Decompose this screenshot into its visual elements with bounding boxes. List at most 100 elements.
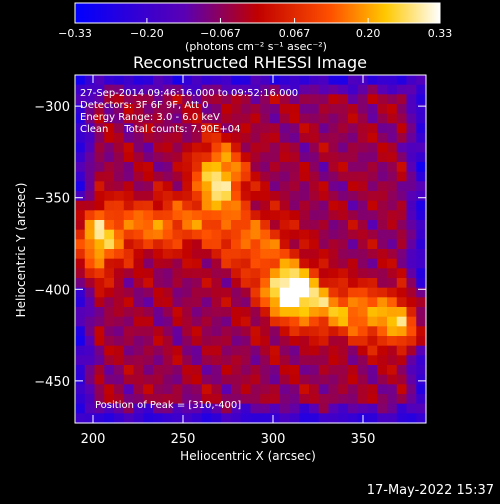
heatmap-cell [211,229,222,240]
heatmap-cell [260,278,271,289]
heatmap-cell [260,316,271,327]
heatmap-cell [387,191,398,202]
heatmap-cell [75,384,86,395]
heatmap-cell [75,336,86,347]
heatmap-cell [279,191,291,202]
heatmap-cell [162,336,174,347]
heatmap-cell [231,123,242,134]
heatmap-cell [387,75,398,86]
heatmap-cell [416,307,427,318]
heatmap-cell [377,316,388,327]
heatmap-cell [377,113,388,124]
heatmap-cell [318,200,330,211]
heatmap-cell [221,345,232,356]
heatmap-cell [192,384,203,395]
heatmap-cell [318,336,330,347]
heatmap-cell [104,104,115,115]
heatmap-cell [192,287,203,298]
heatmap-cell [162,84,174,95]
heatmap-cell [318,171,330,182]
heatmap-cell [348,278,359,289]
heatmap-cell [367,75,378,86]
heatmap-cell [338,316,349,327]
heatmap-cell [221,133,232,144]
heatmap-cell [114,220,125,231]
heatmap-cell [299,200,310,211]
heatmap-cell [133,287,144,298]
heatmap-cell [162,200,174,211]
heatmap-cell [357,268,369,279]
heatmap-cell [221,268,232,279]
heatmap-cell [250,413,261,424]
heatmap-cell [367,94,378,105]
heatmap-cell [211,326,222,337]
heatmap-cell [94,94,105,105]
heatmap-cell [162,113,174,124]
heatmap-cell [221,403,232,414]
heatmap-cell [133,336,144,347]
heatmap-cell [328,123,339,134]
heatmap-cell [211,142,222,153]
heatmap-cell [221,258,232,269]
heatmap-cell [289,75,300,86]
heatmap-cell [328,133,339,144]
heatmap-cell [377,162,388,173]
heatmap-cell [240,278,252,289]
heatmap-cell [114,316,125,327]
heatmap-cell [94,268,105,279]
heatmap-cell [221,104,232,115]
heatmap-cell [123,239,135,250]
heatmap-cell [387,403,398,414]
heatmap-cell [172,239,183,250]
heatmap-cell [211,345,222,356]
heatmap-cell [396,297,408,308]
heatmap-cell [309,191,320,202]
heatmap-cell [260,384,271,395]
heatmap-cell [270,365,281,376]
heatmap-cell [367,191,378,202]
heatmap-cell [367,287,378,298]
heatmap-cell [270,84,281,95]
heatmap-cell [182,365,193,376]
heatmap-cell [172,345,183,356]
heatmap-cell [270,278,281,289]
heatmap-cell [192,258,203,269]
heatmap-cell [75,239,86,250]
heatmap-cell [328,297,339,308]
heatmap-cell [250,133,261,144]
heatmap-cell [211,394,222,405]
heatmap-cell [260,307,271,318]
heatmap-cell [162,384,174,395]
heatmap-cell [387,200,398,211]
heatmap-cell [318,75,330,86]
heatmap-cell [143,258,154,269]
heatmap-cell [348,220,359,231]
heatmap-cell [289,152,300,163]
heatmap-cell [123,307,135,318]
annotation-block: 27-Sep-2014 09:46:16.000 to 09:52:16.000… [80,88,298,135]
heatmap-cell [211,258,222,269]
heatmap-cell [377,278,388,289]
heatmap-cell [270,287,281,298]
heatmap-cell [201,345,213,356]
heatmap-cell [133,278,144,289]
heatmap-cell [250,152,261,163]
heatmap-cell [162,191,174,202]
heatmap-cell [367,200,378,211]
colorbar-tick-label: 0.20 [356,27,381,40]
heatmap-cell [104,239,115,250]
heatmap-cell [104,75,115,86]
heatmap-cell [396,307,408,318]
heatmap-cell [133,123,144,134]
heatmap-cell [231,200,242,211]
heatmap-cell [240,239,252,250]
heatmap-cell [289,113,300,124]
heatmap-cell [153,268,164,279]
heatmap-cell [387,104,398,115]
heatmap-cell [211,287,222,298]
heatmap-cell [211,249,222,260]
heatmap-cell [299,191,310,202]
heatmap-cell [221,162,232,173]
heatmap-cell [406,268,417,279]
heatmap-cell [357,200,369,211]
